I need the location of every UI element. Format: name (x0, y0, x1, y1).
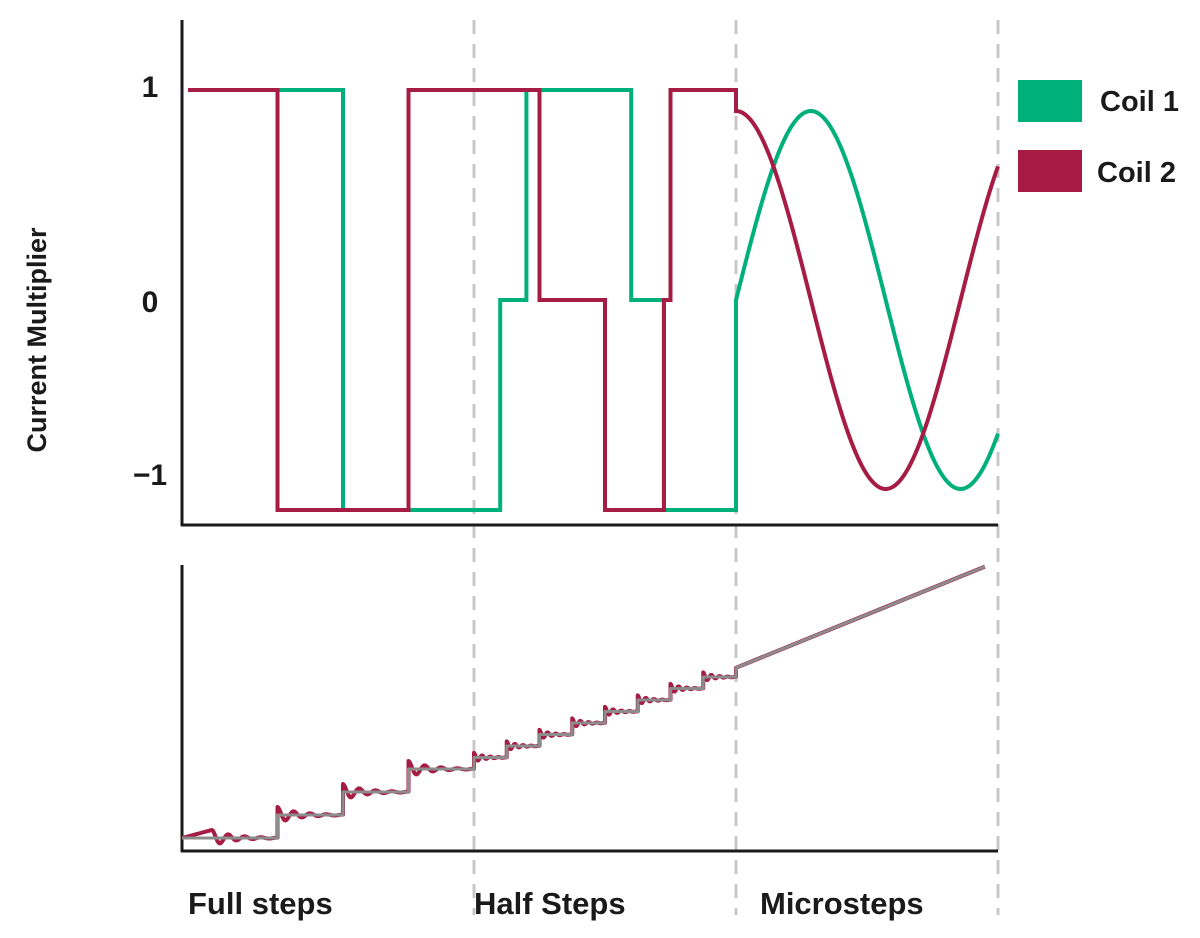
section-label-half-steps: Half Steps (474, 886, 626, 921)
top-plot-area (188, 88, 1000, 512)
ideal-position-line (182, 565, 986, 840)
bottom-plot-area (181, 564, 986, 846)
y-tick-label-neg1: −1 (133, 459, 167, 492)
series-line-coil-2 (188, 88, 1000, 512)
legend-swatch-coil-2 (1018, 150, 1082, 192)
actual-position-line (181, 564, 986, 846)
legend-label-coil-1: Coil 1 (1100, 86, 1179, 118)
legend-label-coil-2: Coil 2 (1097, 157, 1176, 189)
legend-swatch-coil-1 (1018, 80, 1082, 122)
legend: Coil 1 Coil 2 (1018, 80, 1179, 192)
y-tick-label-0: 0 (142, 286, 159, 319)
section-label-full-steps: Full steps (188, 886, 333, 921)
series-line-coil-1 (188, 88, 1000, 512)
y-axis-title: Current Multiplier (22, 227, 52, 452)
section-label-microsteps: Microsteps (760, 886, 924, 921)
y-tick-label-1: 1 (142, 71, 159, 104)
